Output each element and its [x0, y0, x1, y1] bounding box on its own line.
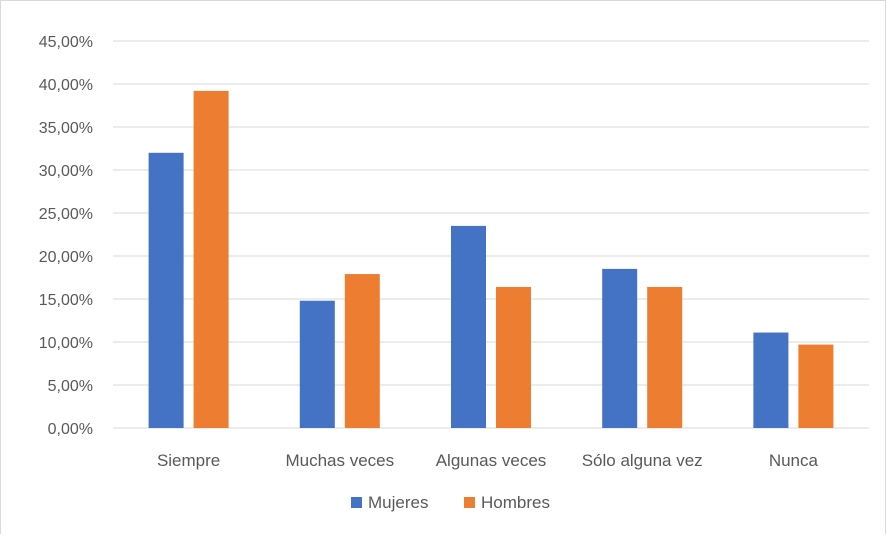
bar-mujeres-3: [602, 268, 638, 428]
y-tick-label: 10,00%: [39, 335, 93, 352]
y-tick-label: 30,00%: [39, 163, 93, 180]
legend-swatch-hombres: [464, 497, 475, 508]
y-tick-label: 40,00%: [39, 77, 93, 94]
legend-label-mujeres: Mujeres: [368, 493, 428, 512]
bar-hombres-2: [496, 286, 531, 428]
bar-hombres-4: [798, 344, 834, 428]
x-category-label: Siempre: [157, 451, 220, 470]
y-tick-label: 15,00%: [39, 292, 93, 309]
x-category-label: Nunca: [769, 451, 819, 470]
y-tick-label: 0,00%: [48, 421, 93, 438]
legend-label-hombres: Hombres: [481, 493, 550, 512]
bar-mujeres-2: [451, 225, 486, 428]
bar-mujeres-1: [299, 300, 335, 428]
x-category-label: Muchas veces: [285, 451, 394, 470]
bar-mujeres-0: [148, 152, 184, 429]
bar-hombres-1: [344, 274, 380, 428]
bar-hombres-0: [193, 90, 229, 428]
y-tick-label: 20,00%: [39, 249, 93, 266]
legend: Mujeres Hombres: [351, 493, 550, 512]
bars: [148, 90, 834, 429]
x-category-label: Algunas veces: [436, 451, 547, 470]
y-tick-label: 5,00%: [48, 378, 93, 395]
y-tick-label: 25,00%: [39, 206, 93, 223]
bar-hombres-3: [647, 286, 683, 428]
y-tick-label: 35,00%: [39, 120, 93, 137]
y-tick-label: 45,00%: [39, 34, 93, 51]
legend-swatch-mujeres: [351, 497, 362, 508]
x-axis-categories: Siempre Muchas veces Algunas veces Sólo alg…: [157, 451, 819, 470]
bar-mujeres-4: [753, 332, 789, 428]
gridlines: [113, 40, 869, 429]
y-axis-ticks: 0,00% 5,00% 10,00% 15,00% 20,00% 25,00% 30,00%…: [39, 34, 93, 438]
x-category-label: Sólo alguna vez: [582, 451, 703, 470]
